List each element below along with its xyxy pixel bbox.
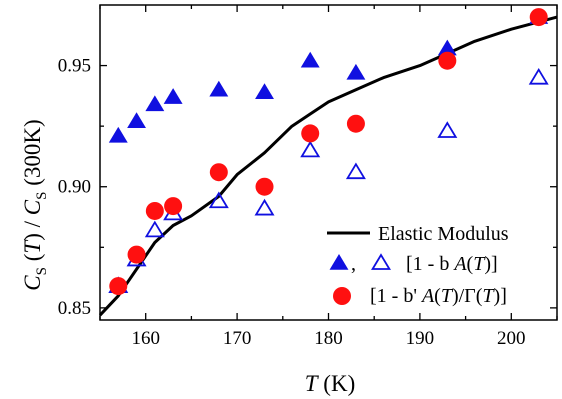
circle-point xyxy=(301,124,320,143)
circle-point xyxy=(145,201,164,220)
circle-point xyxy=(109,277,128,296)
filled-triangle-point xyxy=(209,80,229,97)
open-triangle-point xyxy=(437,121,458,138)
circle-point xyxy=(346,114,365,133)
circle-point xyxy=(164,197,183,216)
legend-filled-triangle-mark xyxy=(329,254,349,270)
x-tick-label: 170 xyxy=(223,328,252,349)
open-triangle-point xyxy=(345,162,366,180)
legend-label-elastic: Elastic Modulus xyxy=(378,223,509,245)
y-tick-label: 0.85 xyxy=(58,298,91,319)
y-tick-label: 0.95 xyxy=(58,56,91,77)
filled-triangle-point xyxy=(145,95,165,112)
filled-triangle-point xyxy=(255,83,274,99)
legend-comma: , xyxy=(351,253,356,275)
y-tick-label: 0.90 xyxy=(58,177,91,198)
legend-filled-triangle xyxy=(329,254,349,270)
legend-label-triangles: [1 - b A(T)] xyxy=(406,253,498,275)
x-axis-label: T (K) xyxy=(305,371,355,396)
circle-point xyxy=(255,177,274,196)
open-triangle-point xyxy=(254,198,275,216)
x-tick-label: 190 xyxy=(406,328,435,349)
marker-layer xyxy=(108,8,549,296)
filled-triangle-point xyxy=(108,126,128,143)
legend: Elastic Modulus , [1 - b A(T)] [1 - b' A… xyxy=(327,223,509,307)
legend-open-triangle xyxy=(371,253,391,270)
filled-triangle-point xyxy=(346,63,366,80)
open-triangle-point xyxy=(300,140,321,158)
filled-triangle-point xyxy=(163,88,183,104)
open-triangle-point xyxy=(208,191,229,209)
filled-triangle-point xyxy=(437,39,457,56)
circle-point xyxy=(529,8,548,27)
filled-triangle-point xyxy=(300,51,320,68)
open-triangle-point xyxy=(528,67,549,85)
legend-circle xyxy=(333,287,351,305)
x-tick-label: 180 xyxy=(314,328,343,349)
open-triangle-point xyxy=(144,220,165,238)
circle-point xyxy=(438,51,457,70)
filled-triangle-point xyxy=(127,112,147,129)
circle-point xyxy=(209,163,228,182)
x-tick-label: 200 xyxy=(497,328,526,349)
legend-open-triangle-mark xyxy=(371,253,391,270)
circle-point xyxy=(127,245,146,264)
ticks-group: 160 170 180 190 200 0.85 0.90 0.95 xyxy=(58,5,558,349)
legend-circle-mark xyxy=(333,287,351,305)
x-tick-label: 160 xyxy=(131,328,160,349)
y-axis-label: CS (T) / CS (300K) xyxy=(20,119,50,290)
legend-label-circles: [1 - b' A(T)/Γ(T)] xyxy=(370,285,507,307)
